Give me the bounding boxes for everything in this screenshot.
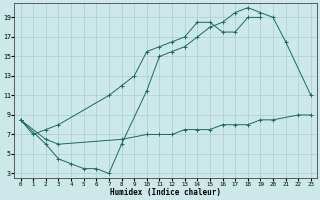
X-axis label: Humidex (Indice chaleur): Humidex (Indice chaleur) [110,188,221,197]
